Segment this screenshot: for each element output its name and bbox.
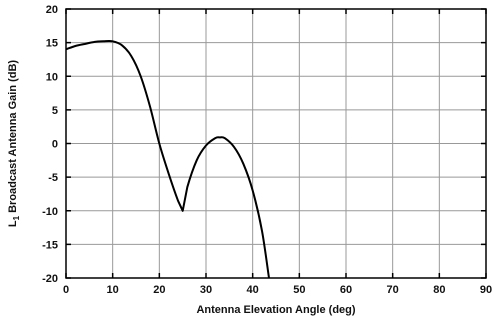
axes: [65, 8, 487, 279]
y-tick-label: -10: [42, 206, 58, 218]
x-tick-label: 80: [433, 284, 445, 296]
x-tick-label: 60: [340, 284, 352, 296]
x-tick-label: 0: [63, 284, 69, 296]
x-tick-label: 30: [200, 284, 212, 296]
y-tick-label: 0: [52, 139, 58, 151]
y-tick-label: -5: [48, 172, 58, 184]
plot-frame: [65, 8, 487, 279]
y-tick-label: -15: [42, 239, 58, 251]
x-tick-label: 10: [107, 284, 119, 296]
gain-line: [65, 39, 270, 279]
y-axis-label: L1 Broadcast Antenna Gain (dB): [7, 60, 21, 228]
y-tick-label: 10: [46, 71, 58, 83]
x-tick-label: 20: [153, 284, 165, 296]
y-axis-label-prefix: L: [7, 220, 19, 227]
x-tick-label: 40: [247, 284, 259, 296]
y-axis-label-subscript: 1: [12, 215, 21, 220]
x-tick-label: 70: [387, 284, 399, 296]
x-tick-label: 90: [480, 284, 492, 296]
y-tick-label: 20: [46, 4, 58, 16]
y-axis-label-text: Broadcast Antenna Gain (dB): [7, 60, 19, 213]
x-axis-label: Antenna Elevation Angle (deg): [196, 304, 355, 316]
y-tick-label: 5: [52, 105, 58, 117]
series-curve: [65, 39, 270, 279]
y-tick-label: 15: [46, 38, 58, 50]
x-tick-label: 50: [293, 284, 305, 296]
y-tick-label: -20: [42, 273, 58, 285]
grid: [66, 9, 486, 278]
